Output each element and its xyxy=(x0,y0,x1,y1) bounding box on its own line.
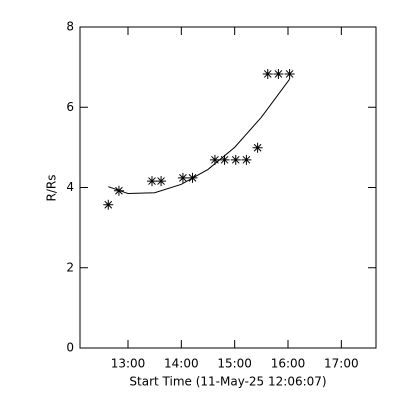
asterisk-marker xyxy=(273,68,284,79)
asterisk-marker xyxy=(103,199,114,210)
y-axis-label: R/Rs xyxy=(45,175,59,202)
x-tick-label: 15:00 xyxy=(217,357,252,371)
asterisk-marker xyxy=(252,142,263,153)
x-tick-label: 13:00 xyxy=(111,357,146,371)
y-tick-label: 6 xyxy=(66,100,74,114)
asterisk-marker xyxy=(147,176,157,187)
x-tick-label: 17:00 xyxy=(324,357,359,371)
fit-curve xyxy=(108,78,291,195)
asterisk-marker xyxy=(177,172,188,183)
y-tick-label: 2 xyxy=(66,260,74,274)
asterisk-marker xyxy=(230,154,241,165)
plot-frame xyxy=(79,26,377,349)
y-tick-label: 8 xyxy=(66,20,74,34)
asterisk-marker xyxy=(219,154,230,165)
asterisk-marker xyxy=(156,176,167,187)
asterisk-marker xyxy=(209,154,220,165)
y-tick-label: 0 xyxy=(66,341,74,355)
asterisk-marker xyxy=(262,68,273,79)
x-tick-label: 16:00 xyxy=(271,357,306,371)
asterisk-marker xyxy=(241,154,252,165)
x-axis-label: Start Time (11-May-25 12:06:07) xyxy=(129,375,326,389)
asterisk-marker xyxy=(284,68,295,79)
x-tick-label: 14:00 xyxy=(164,357,199,371)
y-tick-label: 4 xyxy=(66,180,74,194)
